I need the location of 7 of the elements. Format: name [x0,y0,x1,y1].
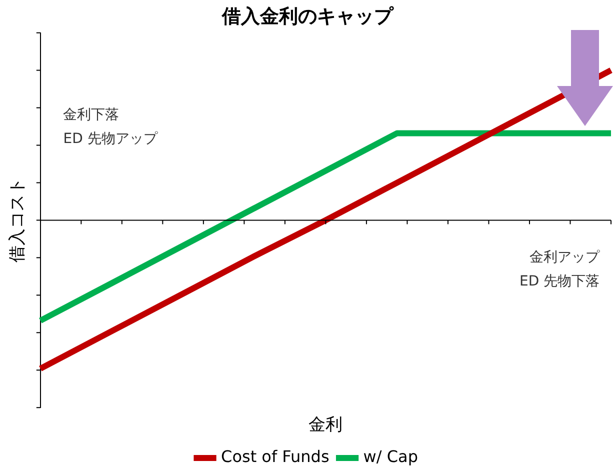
legend-label: w/ Cap [363,447,418,466]
annotation: 金利下落 ED 先物アップ [63,106,158,147]
annotation: 金利アップ ED 先物下落 [520,249,601,290]
x-axis-title: 金利 [308,415,343,436]
y-axis-title: 借入コスト [8,178,28,263]
chart-title: 借入金利のキャップ [221,5,394,28]
legend-label: Cost of Funds [221,447,330,466]
